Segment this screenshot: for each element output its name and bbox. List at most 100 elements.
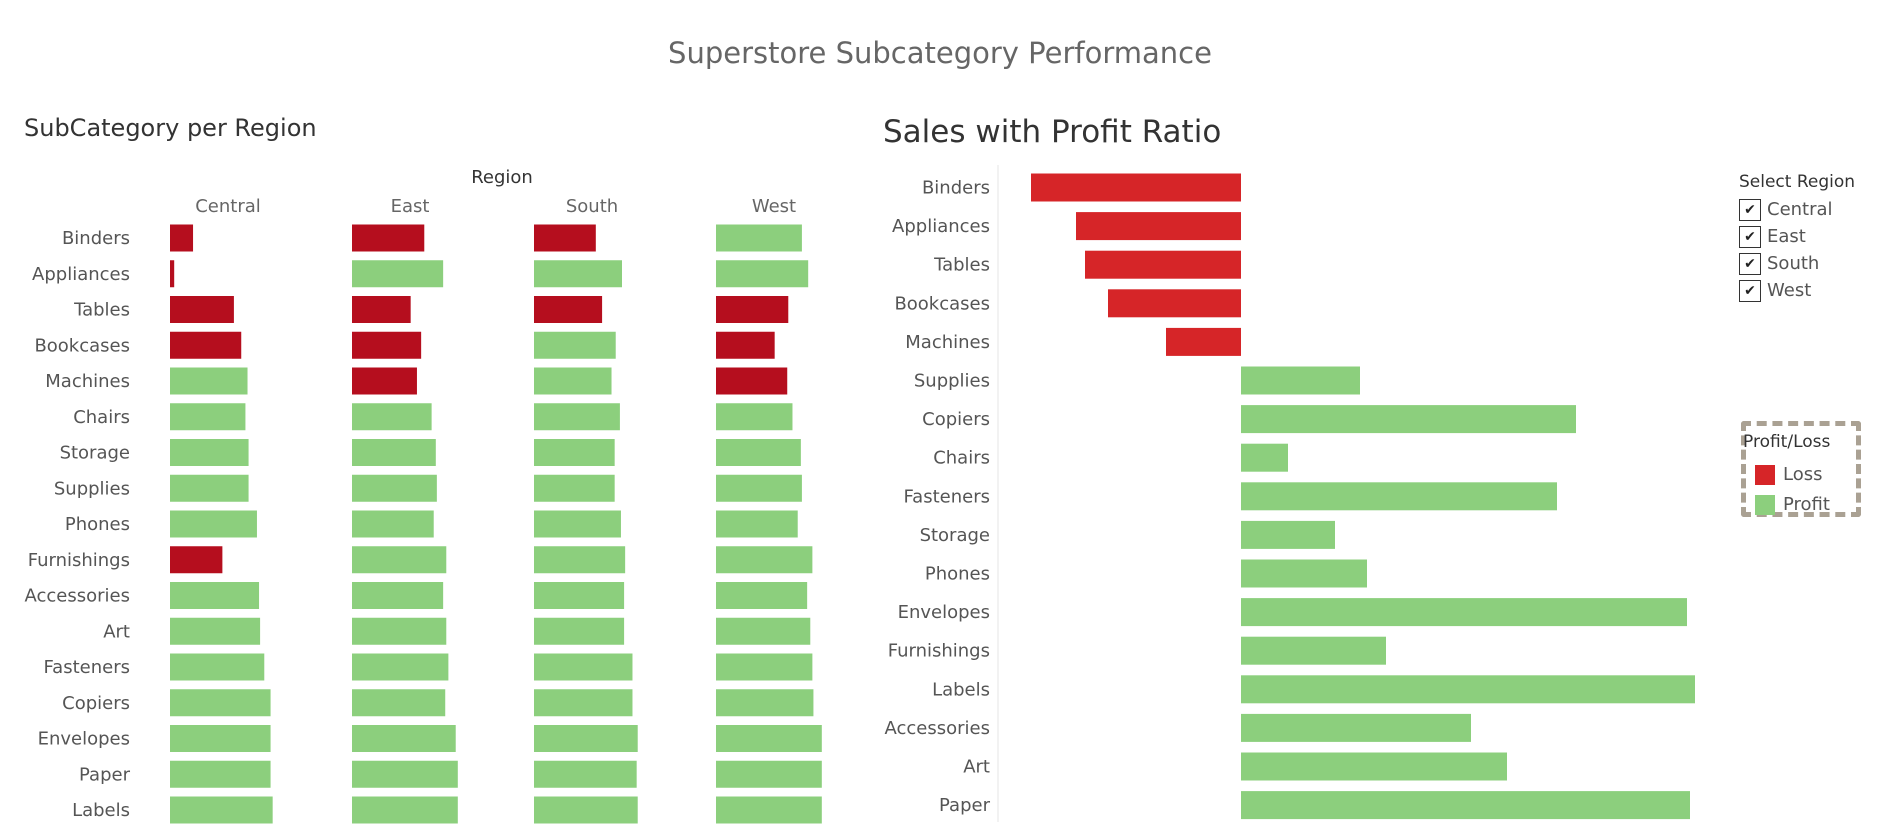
legend-swatch-profit <box>1755 494 1775 515</box>
legend-item-profit[interactable]: Profit <box>1755 494 1830 515</box>
region-bar-east-supplies <box>352 474 437 502</box>
profit-ratio-bar-phones <box>1241 559 1367 588</box>
region-row-label-binders: Binders <box>62 228 130 249</box>
profit-ratio-label-bookcases: Bookcases <box>894 293 990 314</box>
region-bar-east-labels <box>352 796 458 824</box>
checkbox-check-icon[interactable]: ✔ <box>1739 225 1761 248</box>
region-bar-central-paper <box>170 760 271 788</box>
profit-ratio-bar-machines <box>1166 327 1241 356</box>
profit-ratio-label-tables: Tables <box>933 255 990 276</box>
region-chart-title: SubCategory per Region <box>24 114 317 142</box>
profit-ratio-label-phones: Phones <box>925 564 990 585</box>
region-bar-west-phones <box>716 510 798 538</box>
region-bar-central-tables <box>170 296 234 323</box>
region-bar-central-phones <box>170 510 257 538</box>
filter-option-label: East <box>1767 226 1806 247</box>
region-bar-west-appliances <box>716 260 809 288</box>
region-bar-east-fasteners <box>352 653 449 681</box>
region-bar-central-appliances <box>170 260 175 288</box>
profit-ratio-bar-labels <box>1241 675 1695 704</box>
region-bar-central-chairs <box>170 403 246 431</box>
profit-ratio-label-fasteners: Fasteners <box>903 486 990 507</box>
profit-ratio-bar-furnishings <box>1241 636 1386 665</box>
legend-swatch-loss <box>1755 464 1775 485</box>
region-bar-east-appliances <box>352 260 444 288</box>
filter-option-central[interactable]: ✔ Central <box>1739 196 1869 223</box>
profit-loss-legend: Profit/Loss Loss Profit <box>1741 421 1861 517</box>
profit-ratio-bar-chairs <box>1241 443 1288 472</box>
region-row-label-machines: Machines <box>45 371 130 392</box>
region-bar-west-chairs <box>716 403 793 431</box>
filter-option-east[interactable]: ✔ East <box>1739 223 1869 250</box>
region-bar-west-tables <box>716 296 789 323</box>
region-bar-south-storage <box>534 439 615 466</box>
profit-ratio-bar-copiers <box>1241 405 1576 434</box>
region-bar-west-machines <box>716 367 788 395</box>
legend-item-loss[interactable]: Loss <box>1755 464 1822 485</box>
region-filter: Select Region ✔ Central ✔ East ✔ South ✔ West <box>1739 172 1869 304</box>
filter-option-west[interactable]: ✔ West <box>1739 277 1869 304</box>
profit-ratio-bar-appliances <box>1076 212 1241 241</box>
profit-ratio-label-copiers: Copiers <box>922 409 990 430</box>
region-row-label-copiers: Copiers <box>62 693 130 714</box>
filter-option-south[interactable]: ✔ South <box>1739 250 1869 277</box>
profit-ratio-bar-envelopes <box>1241 598 1687 627</box>
filter-option-label: Central <box>1767 199 1833 220</box>
region-bar-west-labels <box>716 796 822 824</box>
region-bar-west-furnishings <box>716 546 813 574</box>
region-bar-south-fasteners <box>534 653 633 681</box>
region-bar-central-copiers <box>170 689 271 717</box>
region-bar-east-accessories <box>352 582 444 609</box>
profit-ratio-label-accessories: Accessories <box>885 718 991 739</box>
region-bar-west-art <box>716 617 811 645</box>
dashboard-title: Superstore Subcategory Performance <box>668 36 1212 70</box>
region-row-label-labels: Labels <box>72 800 130 821</box>
profit-ratio-bar-binders <box>1031 173 1241 202</box>
region-bar-central-fasteners <box>170 653 265 681</box>
region-bar-east-storage <box>352 439 436 466</box>
region-bar-east-art <box>352 617 447 645</box>
region-row-label-accessories: Accessories <box>25 586 131 607</box>
profit-ratio-bar-storage <box>1241 520 1335 549</box>
profit-ratio-bar-fasteners <box>1241 482 1557 511</box>
region-bar-south-bookcases <box>534 331 616 359</box>
region-bar-south-machines <box>534 367 612 395</box>
legend-label-profit: Profit <box>1783 494 1830 515</box>
region-row-label-storage: Storage <box>60 443 130 464</box>
region-bar-central-labels <box>170 796 273 824</box>
region-row-label-paper: Paper <box>79 764 131 785</box>
profit-ratio-label-art: Art <box>963 757 990 778</box>
region-row-label-supplies: Supplies <box>54 478 130 499</box>
region-row-label-tables: Tables <box>73 300 130 321</box>
region-bar-east-phones <box>352 510 434 538</box>
region-bar-west-paper <box>716 760 822 788</box>
region-bar-south-copiers <box>534 689 633 717</box>
profit-ratio-bar-art <box>1241 752 1507 781</box>
profit-ratio-label-furnishings: Furnishings <box>888 641 990 662</box>
profit-ratio-bar-bookcases <box>1108 289 1241 318</box>
region-bar-south-tables <box>534 296 603 323</box>
profit-ratio-bar-supplies <box>1241 366 1360 395</box>
region-bar-west-fasteners <box>716 653 813 681</box>
region-bar-east-tables <box>352 296 411 323</box>
region-bar-east-copiers <box>352 689 446 717</box>
region-bar-south-furnishings <box>534 546 626 574</box>
region-bar-central-machines <box>170 367 248 395</box>
region-row-label-furnishings: Furnishings <box>28 550 130 571</box>
profit-ratio-label-chairs: Chairs <box>933 448 990 469</box>
profit-ratio-bar-accessories <box>1241 713 1471 742</box>
checkbox-check-icon[interactable]: ✔ <box>1739 198 1761 221</box>
region-bar-west-supplies <box>716 474 802 502</box>
checkbox-check-icon[interactable]: ✔ <box>1739 279 1761 302</box>
checkbox-check-icon[interactable]: ✔ <box>1739 252 1761 275</box>
region-row-label-chairs: Chairs <box>73 407 130 428</box>
region-bar-east-paper <box>352 760 458 788</box>
profit-ratio-label-machines: Machines <box>905 332 990 353</box>
filter-option-label: West <box>1767 280 1812 301</box>
region-bar-west-accessories <box>716 582 808 609</box>
region-bar-south-envelopes <box>534 725 638 752</box>
region-row-label-art: Art <box>103 621 130 642</box>
region-bar-central-binders <box>170 224 194 252</box>
region-bar-central-storage <box>170 439 249 466</box>
